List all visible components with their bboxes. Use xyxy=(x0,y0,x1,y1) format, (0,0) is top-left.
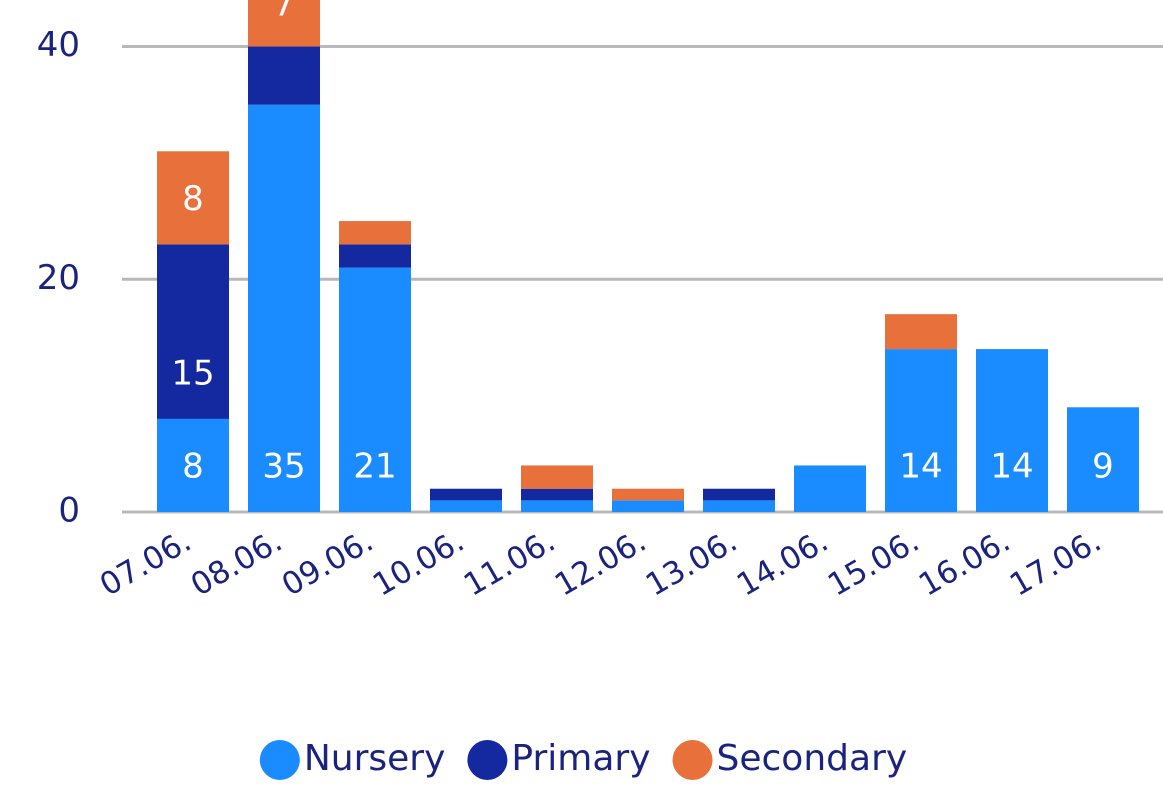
bar-segment xyxy=(521,488,593,501)
x-tick-label: 11.06. xyxy=(458,523,561,603)
bar-segment xyxy=(885,349,957,512)
bar-segment xyxy=(157,151,229,245)
bar-segment xyxy=(976,349,1048,512)
legend-marker xyxy=(259,740,300,780)
bar-segment xyxy=(430,500,502,512)
bar-segment xyxy=(612,488,684,501)
data-label: 8 xyxy=(182,179,204,219)
bar-segment xyxy=(430,488,502,501)
bars: 8 15 8 35 7 21 14 14 9 xyxy=(157,0,1139,512)
data-label: 14 xyxy=(899,447,942,487)
bar-segment xyxy=(248,46,320,105)
y-tick-label: 40 xyxy=(37,25,80,65)
x-tick-label: 13.06. xyxy=(640,523,743,603)
y-tick-label: 0 xyxy=(58,491,80,531)
x-tick-label: 12.06. xyxy=(549,523,652,603)
bar-segment xyxy=(157,244,229,419)
data-label: 9 xyxy=(1092,447,1114,487)
bar-segment xyxy=(339,244,411,268)
bar-segment xyxy=(703,500,775,512)
x-tick-label: 09.06. xyxy=(276,523,379,603)
bar-segment xyxy=(521,500,593,512)
data-label: 35 xyxy=(262,447,305,487)
legend-marker xyxy=(467,740,508,780)
legend-label: Primary xyxy=(511,738,650,779)
x-tick-label: 16.06. xyxy=(913,523,1016,603)
legend-marker xyxy=(672,740,713,780)
bar-segment xyxy=(521,465,593,489)
x-tick-label: 10.06. xyxy=(367,523,470,603)
data-label: 7 xyxy=(273,0,295,24)
x-tick-label: 14.06. xyxy=(731,523,834,603)
legend-label: Secondary xyxy=(717,738,908,779)
bar-segment xyxy=(157,418,229,512)
legend: Nursery Primary Secondary xyxy=(259,738,908,780)
data-label: 21 xyxy=(353,447,396,487)
x-tick-label: 17.06. xyxy=(1004,523,1107,603)
x-tick-label: 07.06. xyxy=(94,523,197,603)
bar-segment xyxy=(248,104,320,512)
bar-segment xyxy=(794,465,866,512)
y-tick-label: 20 xyxy=(37,258,80,298)
data-label: 15 xyxy=(171,353,214,393)
x-tick-label: 08.06. xyxy=(185,523,288,603)
bar-segment xyxy=(339,267,411,512)
bar-segment xyxy=(339,221,411,245)
bar-segment xyxy=(612,500,684,512)
x-tick-label: 15.06. xyxy=(822,523,925,603)
bar-segment xyxy=(703,488,775,501)
data-label: 8 xyxy=(182,447,204,487)
legend-label: Nursery xyxy=(304,738,446,779)
data-label: 14 xyxy=(990,447,1033,487)
bar-segment xyxy=(248,0,320,47)
bar-segment xyxy=(885,314,957,350)
bar-segment xyxy=(1067,407,1139,512)
